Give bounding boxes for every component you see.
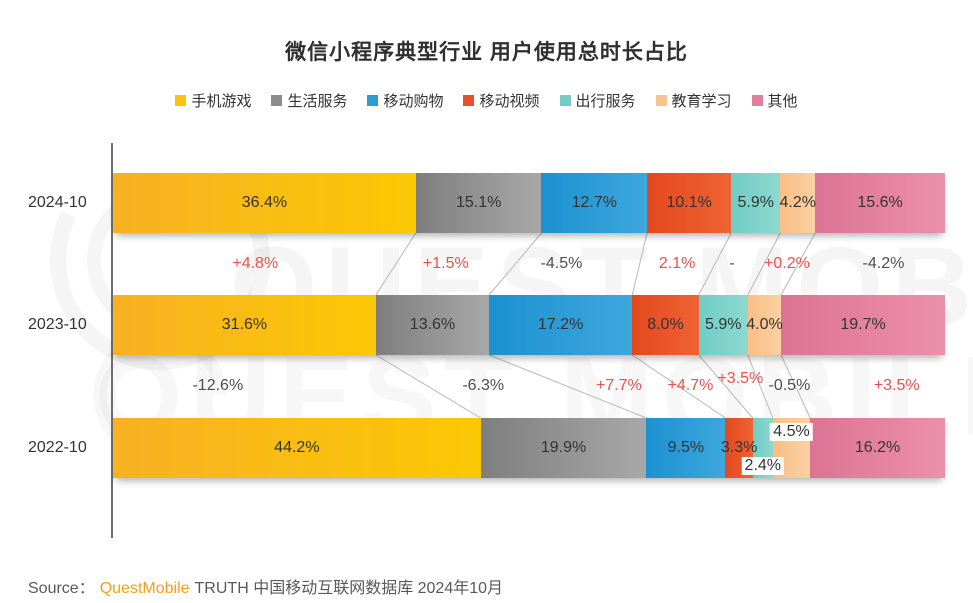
change-label: -0.5%	[768, 377, 811, 394]
change-label: +1.5%	[422, 255, 469, 272]
bar-value-label: 8.0%	[647, 316, 684, 333]
bar-segment	[113, 418, 481, 478]
bar-segment	[647, 173, 732, 233]
bar-segment	[113, 295, 376, 355]
legend-swatch-icon	[175, 95, 187, 106]
bar-segment	[731, 173, 781, 233]
legend-label: 其他	[767, 93, 798, 110]
change-label: +3.5%	[717, 370, 764, 387]
legend-item: 移动购物	[367, 90, 443, 111]
bar-value-label: 5.9%	[737, 194, 774, 211]
legend-item: 其他	[751, 90, 798, 111]
bar-value-label: 3.3%	[720, 439, 758, 456]
change-label: -	[729, 255, 735, 272]
bar-value-label: 36.4%	[241, 194, 288, 211]
source-line: Source： QuestMobile TRUTH 中国移动互联网数据库 2024年…	[28, 574, 503, 598]
bar-segment	[489, 295, 633, 355]
change-row: +4.8% +1.5% -4.5% 2.1% - +0.2% -4.2%	[113, 253, 945, 275]
bar-segment	[632, 295, 699, 355]
change-label: -12.6%	[192, 377, 244, 394]
bar-value-label: 19.9%	[540, 439, 587, 456]
legend-swatch-icon	[655, 95, 667, 106]
bar-segment	[780, 173, 816, 233]
source-prefix: Source：	[28, 580, 95, 597]
legend-label: 出行服务	[575, 93, 636, 110]
bar-value-label: 44.2%	[274, 439, 320, 456]
legend-swatch-icon	[271, 95, 283, 106]
bar-value-label: 15.6%	[857, 194, 903, 211]
bar-value-label: 31.6%	[221, 316, 268, 333]
bar-segment	[480, 418, 647, 478]
change-label: -6.3%	[462, 377, 505, 394]
bar-value-label: 12.7%	[571, 194, 617, 211]
legend-label: 生活服务	[287, 93, 348, 110]
source-suffix: TRUTH 中国移动互联网数据库 2024年10月	[194, 580, 504, 597]
bar-value-label: 9.5%	[667, 439, 705, 456]
change-label: +7.7%	[595, 377, 642, 394]
change-label: +0.2%	[764, 255, 810, 272]
legend-swatch-icon	[367, 95, 379, 106]
category-label: 2024-10	[28, 194, 87, 211]
bar-segment	[815, 173, 945, 233]
bar-segment	[646, 418, 726, 478]
bar-segment	[781, 295, 945, 355]
legend-item: 出行服务	[559, 90, 636, 111]
legend-item: 移动视频	[463, 90, 540, 111]
bar-segment	[541, 173, 648, 233]
legend-label: 移动视频	[479, 93, 540, 110]
bar-segment	[113, 173, 416, 233]
bar-segment	[810, 418, 945, 478]
chart-title: 微信小程序典型行业 用户使用总时长占比	[285, 41, 688, 64]
bar-value-label: 17.2%	[537, 316, 584, 333]
source-brand: QuestMobile	[99, 580, 190, 597]
bar-value-label: 13.6%	[409, 316, 456, 333]
legend-label: 移动购物	[383, 93, 444, 110]
bar-value-label: 10.1%	[666, 194, 712, 211]
bar-value-label: 4.0%	[746, 316, 783, 333]
legend: 手机游戏 生活服务 移动购物 移动视频 出行服务 教育学习 其他	[0, 90, 973, 111]
bar-segment	[375, 295, 490, 355]
legend-label: 教育学习	[671, 93, 732, 110]
bar-value-label: 5.9%	[705, 316, 742, 333]
bar-value-label: 4.2%	[779, 194, 816, 211]
bar-value-label: 19.7%	[840, 316, 886, 333]
bar-value-label: 2.4%	[741, 457, 785, 475]
bar-segment	[747, 295, 782, 355]
bar-value-label: 16.2%	[854, 439, 901, 456]
legend-item: 教育学习	[655, 90, 732, 111]
change-label: +3.5%	[873, 377, 920, 394]
bar-row: 44.2% 19.9% 9.5% 3.3% 2.4% 4.5% 16.2%	[113, 418, 945, 478]
bar-value-label: 4.5%	[770, 423, 813, 441]
category-label: 2023-10	[28, 316, 87, 333]
change-label: +4.7%	[667, 377, 714, 394]
connector-lines	[375, 232, 816, 419]
legend-item: 手机游戏	[175, 90, 251, 111]
bar-value-label: 15.1%	[455, 194, 502, 211]
bar-segment	[698, 295, 748, 355]
y-axis-line	[111, 143, 113, 538]
change-label: +4.8%	[232, 255, 279, 272]
legend-item: 生活服务	[271, 90, 347, 111]
bar-row: 31.6% 13.6% 17.2% 8.0% 5.9% 4.0% 19.7%	[113, 295, 945, 355]
legend-swatch-icon	[559, 95, 571, 106]
legend-label: 手机游戏	[191, 93, 252, 110]
legend-swatch-icon	[463, 95, 475, 106]
legend-swatch-icon	[751, 95, 763, 106]
bar-segment	[415, 173, 542, 233]
bar-row: 36.4% 15.1% 12.7% 10.1% 5.9% 4.2% 15.6%	[113, 173, 945, 233]
category-label: 2022-10	[28, 439, 87, 456]
change-label: 2.1%	[658, 255, 696, 272]
change-row: -12.6% -6.3% +7.7% +4.7% +3.5% -0.5% +3.5%	[113, 370, 945, 397]
change-label: -4.2%	[862, 255, 905, 272]
change-label: -4.5%	[540, 255, 583, 272]
chart-area: 36.4% 15.1% 12.7% 10.1% 5.9% 4.2% 15.6% 2024-10…	[28, 143, 945, 538]
